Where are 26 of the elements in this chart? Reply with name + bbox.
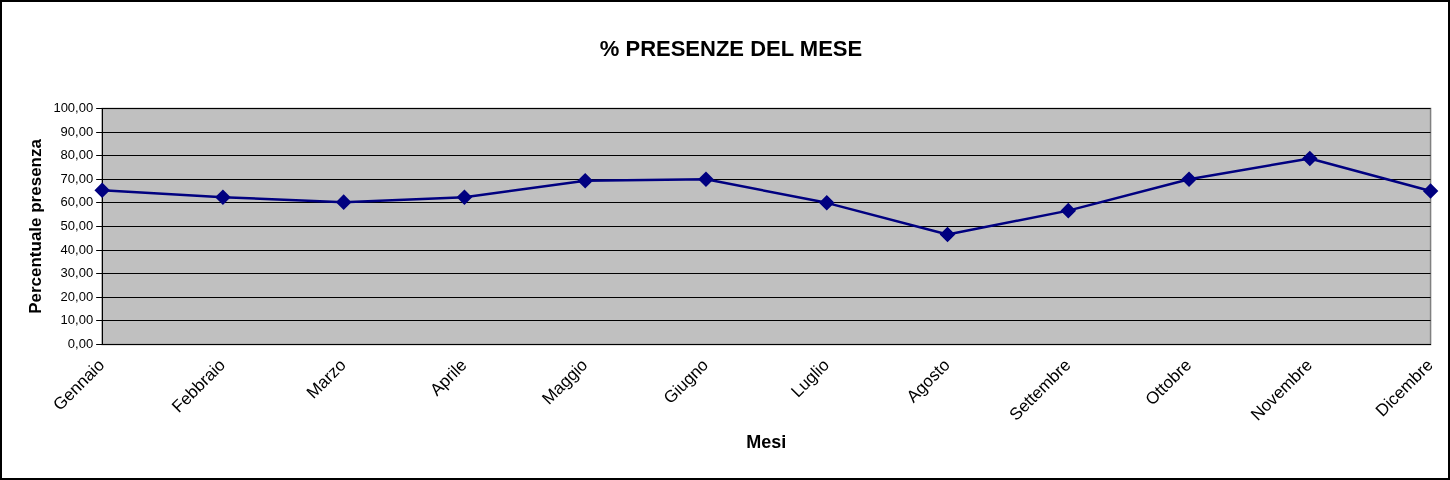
y-tick-label: 30,00 bbox=[60, 265, 94, 281]
point bbox=[1181, 171, 1197, 187]
y-tick-label: 50,00 bbox=[60, 218, 94, 234]
point bbox=[819, 195, 834, 211]
y-tick-label: 0,00 bbox=[67, 336, 94, 352]
point bbox=[336, 194, 351, 210]
y-tick-label: 60,00 bbox=[60, 194, 94, 210]
point bbox=[940, 227, 955, 242]
y-axis-title: Percentuale presenza bbox=[25, 138, 45, 314]
y-tick-label: 70,00 bbox=[60, 170, 94, 186]
y-tick-label: 10,00 bbox=[60, 312, 94, 328]
point bbox=[94, 183, 110, 198]
point bbox=[577, 173, 593, 188]
point bbox=[1302, 151, 1318, 166]
y-tick-label: 100,00 bbox=[53, 99, 94, 115]
y-tick-label: 90,00 bbox=[60, 123, 94, 139]
chart-title: % PRESENZE DEL MESE bbox=[599, 36, 863, 62]
point bbox=[457, 189, 472, 205]
point bbox=[698, 171, 714, 187]
y-tick-label: 80,00 bbox=[60, 147, 94, 163]
point bbox=[1061, 203, 1076, 218]
point bbox=[215, 189, 231, 205]
y-tick-label: 20,00 bbox=[60, 288, 94, 304]
x-axis-title: Mesi bbox=[746, 432, 787, 453]
point bbox=[1423, 183, 1438, 199]
y-tick-label: 40,00 bbox=[60, 241, 94, 257]
